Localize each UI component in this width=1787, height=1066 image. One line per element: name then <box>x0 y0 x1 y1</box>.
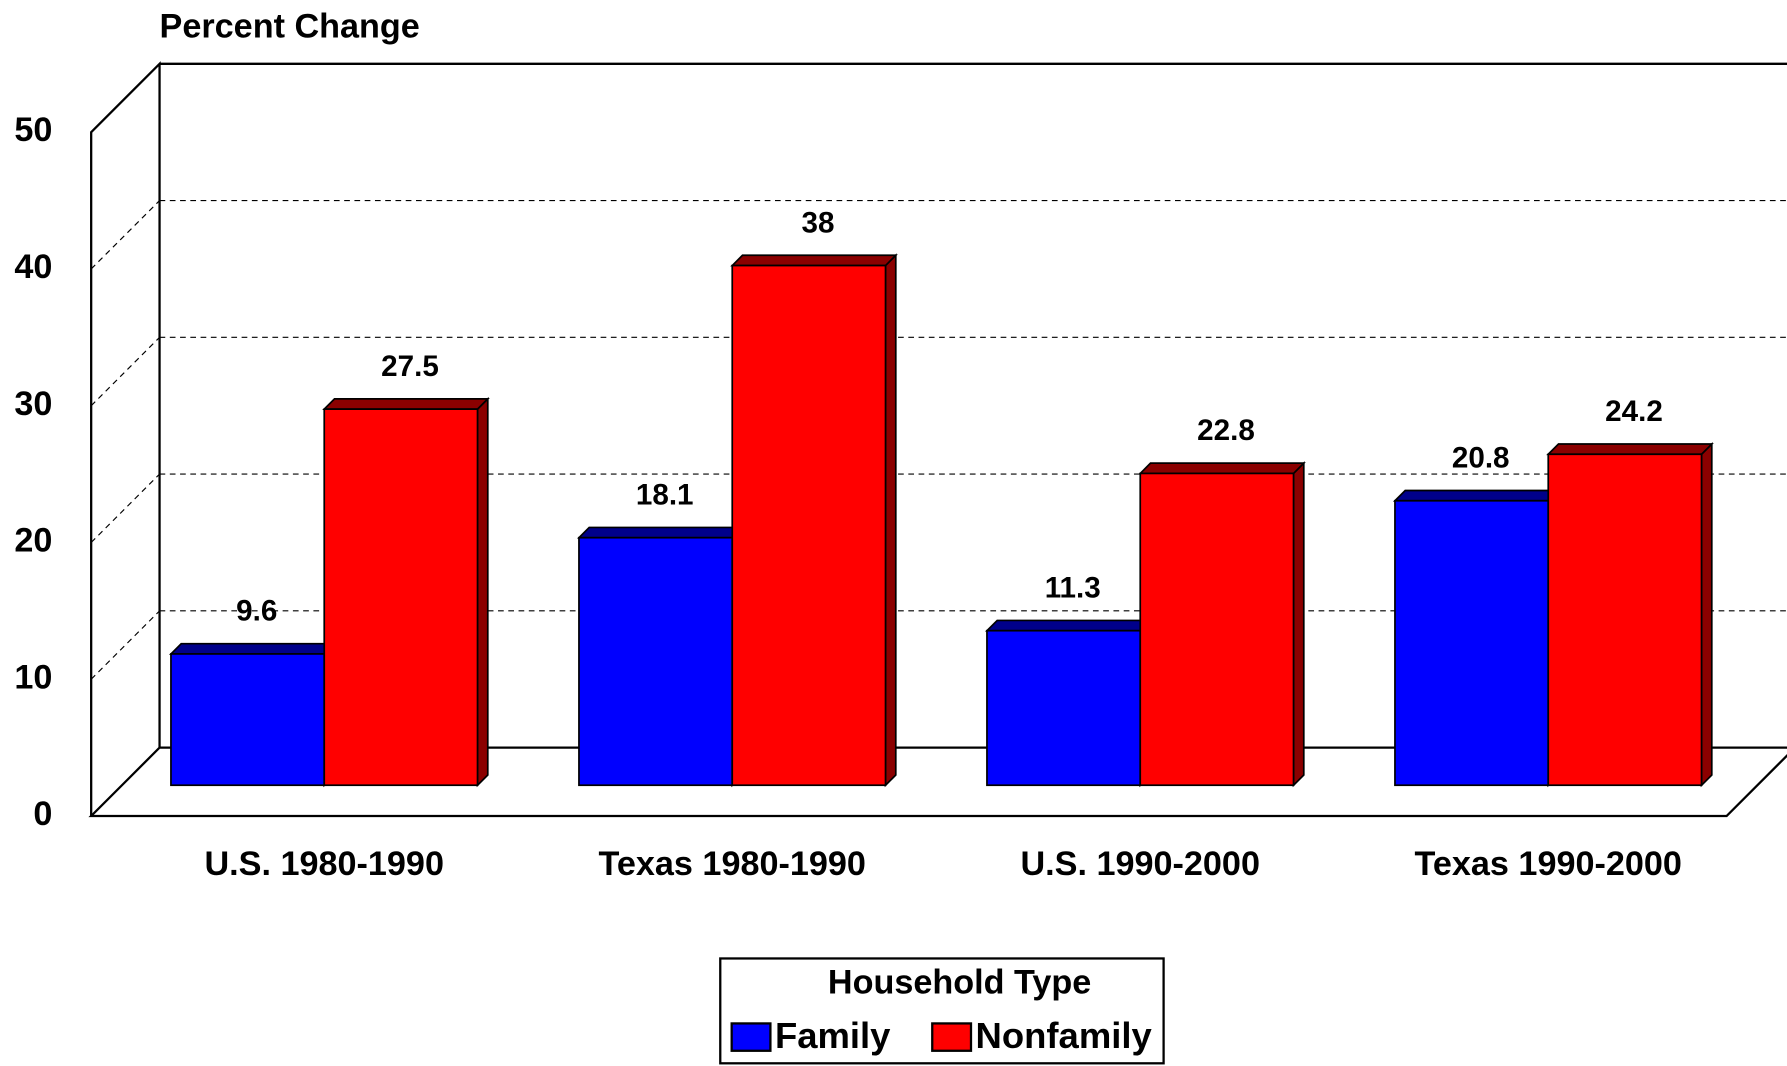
legend-label: Family <box>775 1015 891 1056</box>
bar <box>1139 472 1295 787</box>
grid-line <box>90 200 160 270</box>
legend-swatch <box>730 1022 772 1052</box>
bar-top <box>984 619 1153 632</box>
data-label: 20.8 <box>1452 442 1510 475</box>
y-tick-label: 10 <box>14 658 52 696</box>
floor <box>88 746 1787 818</box>
data-label: 27.5 <box>381 350 439 383</box>
bar-side <box>1700 441 1713 788</box>
bar-top <box>576 526 745 539</box>
x-tick-label: U.S. 1990-2000 <box>1020 845 1259 883</box>
x-tick-label: Texas 1990-2000 <box>1415 845 1682 883</box>
grid-line <box>90 336 160 407</box>
data-label: 9.6 <box>236 595 277 628</box>
bar-top <box>322 398 490 410</box>
legend-title: Household Type <box>828 964 1091 1002</box>
bar-top <box>1392 489 1561 502</box>
bar <box>170 653 326 787</box>
left-wall <box>90 61 161 817</box>
bar-top <box>1138 462 1306 475</box>
legend-swatch <box>931 1022 973 1052</box>
bar-side <box>884 253 897 788</box>
y-tick-label: 0 <box>33 795 52 833</box>
bar-top <box>1546 443 1714 456</box>
plot: Percent Change 0 10 20 30 40 50 U.S. 1980-1990… <box>14 8 1787 1065</box>
bar <box>986 629 1142 787</box>
data-label: 11.3 <box>1045 571 1101 604</box>
data-label: 38 <box>802 206 835 239</box>
bar <box>1394 499 1550 787</box>
bar <box>731 264 887 787</box>
bar <box>578 536 734 787</box>
y-tick-label: 30 <box>14 385 52 423</box>
y-tick-label: 50 <box>14 111 52 149</box>
bar-top <box>730 254 898 267</box>
y-tick-label: 20 <box>14 522 52 560</box>
legend-label: Nonfamily <box>976 1015 1153 1056</box>
x-tick-label: U.S. 1980-1990 <box>204 845 443 883</box>
x-tick-label: Texas 1980-1990 <box>599 845 866 883</box>
data-label: 22.8 <box>1197 414 1255 447</box>
bar-top <box>168 642 337 655</box>
bar-side <box>1292 461 1305 788</box>
data-label: 18.1 <box>636 478 694 511</box>
bar <box>1547 453 1703 787</box>
y-axis-title: Percent Change <box>160 8 420 46</box>
bar-side <box>476 396 489 788</box>
data-label: 24.2 <box>1605 395 1663 428</box>
grid-line <box>90 473 160 543</box>
y-tick-label: 40 <box>14 248 52 286</box>
grid-line <box>90 610 160 680</box>
bar <box>323 408 479 787</box>
